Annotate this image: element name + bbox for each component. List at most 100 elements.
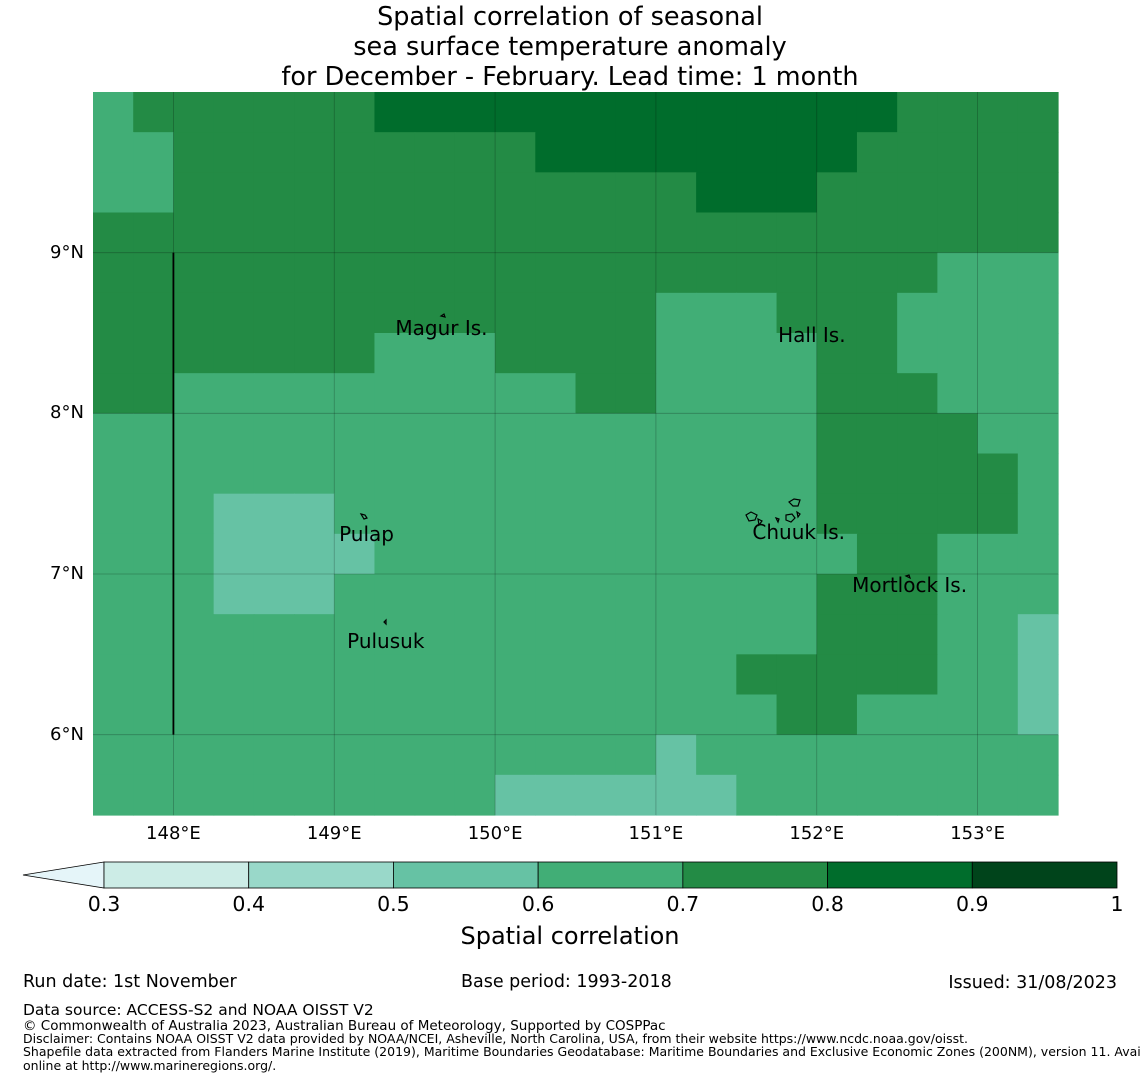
grid-cell: [937, 453, 979, 495]
longitude-label: 148°E: [146, 823, 201, 844]
grid-cell: [575, 413, 617, 455]
grid-cell: [495, 574, 536, 615]
grid-cell: [897, 654, 938, 696]
grid-cell: [334, 333, 376, 374]
colorbar-bin: [682, 861, 828, 889]
latitude-label: 8°N: [50, 402, 84, 424]
grid-cell: [655, 252, 697, 294]
grid-cell: [856, 172, 898, 214]
grid-cell: [93, 172, 134, 214]
grid-cell: [615, 774, 657, 816]
grid-cell: [294, 333, 335, 374]
grid-cell: [414, 212, 456, 254]
grid-cell: [253, 493, 295, 535]
grid-cell: [334, 774, 376, 816]
grid-cell: [655, 333, 697, 374]
grid-cell: [776, 453, 818, 495]
grid-cell: [173, 774, 215, 816]
grid-cell: [897, 614, 938, 655]
grid-cell: [655, 132, 697, 173]
grid-cell: [937, 533, 979, 575]
grid-cell: [374, 493, 416, 535]
grid-cell: [454, 333, 496, 374]
grid-cell: [575, 774, 617, 816]
grid-cell: [133, 774, 175, 816]
grid-cell: [816, 694, 858, 736]
grid-cell: [776, 252, 818, 294]
longitude-label: 153°E: [950, 823, 1005, 844]
grid-cell: [856, 413, 898, 455]
grid-cell: [133, 574, 175, 615]
grid-cell: [454, 453, 496, 495]
grid-cell: [575, 212, 617, 254]
grid-cell: [374, 252, 416, 294]
grid-cell: [414, 292, 456, 334]
title-line-3: for December - February. Lead time: 1 mo…: [281, 62, 859, 92]
grid-cell: [253, 453, 295, 495]
grid-cell: [897, 292, 938, 334]
grid-cell: [776, 132, 818, 173]
grid-cell: [856, 574, 898, 615]
data-source: Data source: ACCESS-S2 and NOAA OISST V2: [23, 1001, 374, 1019]
grid-cell: [213, 333, 255, 374]
grid-cell: [575, 252, 617, 294]
grid-cell: [776, 574, 818, 615]
place-label: Mortlock Is.: [852, 573, 968, 598]
island-outline: [785, 513, 796, 523]
grid-cell: [253, 333, 295, 374]
grid-cell: [977, 292, 1019, 334]
grid-cell: [334, 292, 376, 334]
grid-cell: [856, 774, 898, 816]
grid-cell: [615, 132, 657, 173]
grid-cell: [736, 734, 778, 776]
disclaimer: Disclaimer: Contains NOAA OISST V2 data …: [23, 1031, 968, 1046]
grid-cell: [856, 292, 898, 334]
place-label: Magur Is.: [395, 316, 488, 341]
colorbar-bin: [248, 861, 394, 889]
grid-cell: [816, 774, 858, 816]
grid-cell: [575, 453, 617, 495]
colorbar-tick-label: 0.7: [666, 892, 700, 916]
grid-cell: [696, 132, 737, 173]
grid-cell: [253, 734, 295, 776]
colorbar-tick-label: 0.4: [232, 892, 266, 916]
grid-cell: [414, 453, 456, 495]
grid-cell: [1017, 533, 1059, 575]
grid-cell: [937, 774, 979, 816]
grid-cell: [1017, 373, 1059, 414]
place-label: Hall Is.: [778, 322, 846, 347]
grid-cell: [856, 252, 898, 294]
grid-cell: [856, 453, 898, 495]
grid-cell: [897, 172, 938, 214]
grid-cell: [655, 734, 697, 776]
grid-cell: [736, 172, 778, 214]
grid-cell: [253, 132, 295, 173]
grid-cell: [655, 453, 697, 495]
grid-cell: [1017, 493, 1059, 535]
grid-cell: [334, 212, 376, 254]
grid-cell: [575, 333, 617, 374]
grid-cell: [454, 413, 496, 455]
grid-cell: [856, 212, 898, 254]
correlation-grid: [93, 92, 1059, 816]
grid-cell: [937, 172, 979, 214]
grid-cell: [655, 172, 697, 214]
grid-cell: [495, 734, 536, 776]
grid-cell: [776, 413, 818, 455]
grid-cell: [294, 212, 335, 254]
grid-cell: [696, 413, 737, 455]
grid-cell: [253, 774, 295, 816]
grid-cell: [253, 92, 295, 133]
grid-cell: [173, 252, 215, 294]
grid-cell: [977, 212, 1019, 254]
grid-cell: [495, 252, 536, 294]
grid-cell: [856, 333, 898, 374]
grid-cell: [495, 614, 536, 655]
grid-cell: [213, 694, 255, 736]
colorbar-extend-triangle: [22, 861, 105, 889]
grid-cell: [294, 132, 335, 173]
grid-cell: [816, 292, 858, 334]
grid-cell: [213, 132, 255, 173]
grid-cell: [93, 694, 134, 736]
